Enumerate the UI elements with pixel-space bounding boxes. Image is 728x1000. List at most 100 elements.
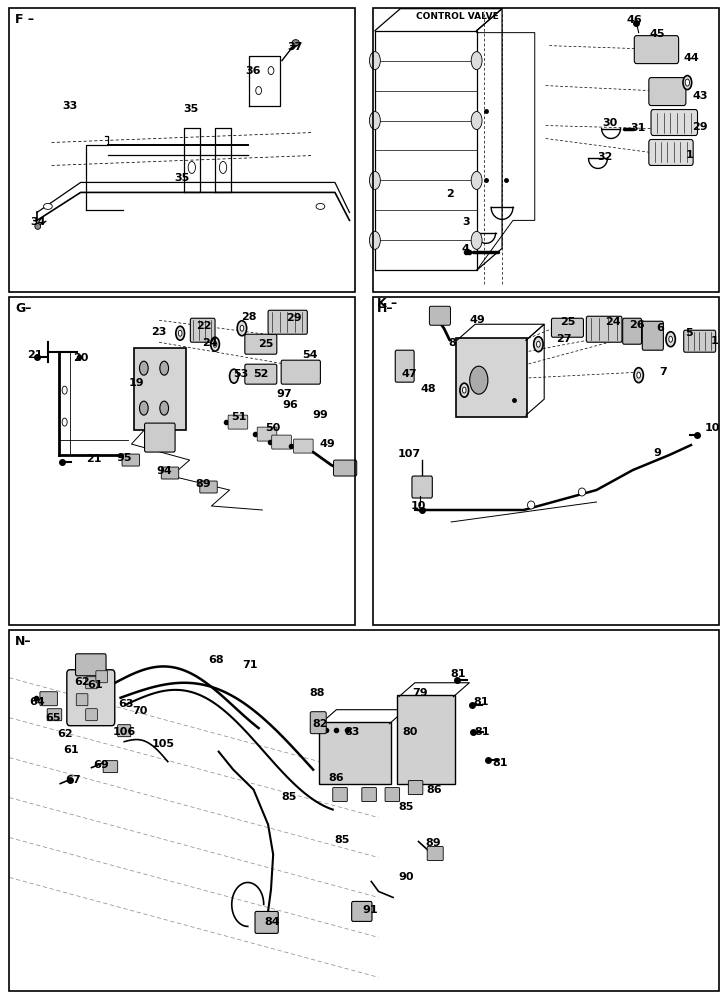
Text: N–: N– [15,635,32,648]
Text: 71: 71 [242,660,258,670]
Ellipse shape [460,383,469,397]
Text: 9: 9 [654,448,662,458]
FancyBboxPatch shape [134,348,186,430]
Text: 61: 61 [87,680,103,690]
Text: 67: 67 [66,775,81,785]
Text: 54: 54 [302,350,318,360]
FancyBboxPatch shape [333,460,357,476]
FancyBboxPatch shape [385,788,400,802]
Text: 83: 83 [344,727,360,737]
Text: 97: 97 [276,389,292,399]
Ellipse shape [471,231,482,249]
Text: 5: 5 [685,328,692,338]
Ellipse shape [268,67,274,75]
Text: 43: 43 [692,91,708,101]
Text: 49: 49 [320,439,336,449]
Text: 22: 22 [196,321,211,331]
Text: 81: 81 [451,669,466,679]
FancyBboxPatch shape [255,911,278,933]
Ellipse shape [369,171,380,189]
FancyBboxPatch shape [642,321,663,350]
Text: 21: 21 [86,454,101,464]
Text: 68: 68 [209,655,224,665]
FancyBboxPatch shape [622,318,641,344]
Ellipse shape [140,361,149,375]
Ellipse shape [471,112,482,130]
Text: 95: 95 [116,453,132,463]
Text: 65: 65 [45,713,60,723]
Text: 28: 28 [241,312,256,322]
Text: 79: 79 [412,688,428,698]
Ellipse shape [369,231,380,249]
Bar [9,630,719,991]
FancyBboxPatch shape [430,306,451,325]
Ellipse shape [229,369,238,383]
Ellipse shape [537,341,540,347]
Ellipse shape [292,40,299,46]
Text: 35: 35 [175,173,190,183]
Text: 69: 69 [93,760,109,770]
FancyBboxPatch shape [456,338,528,417]
Text: 7: 7 [660,367,668,377]
Text: 51: 51 [232,412,247,422]
Text: 4: 4 [462,244,470,254]
Text: 10: 10 [705,423,721,433]
Ellipse shape [160,401,169,415]
Text: K –: K – [377,297,397,310]
FancyBboxPatch shape [199,481,217,493]
Text: 50: 50 [266,423,281,433]
Text: 89: 89 [425,838,441,848]
Ellipse shape [175,326,184,340]
FancyBboxPatch shape [281,360,320,384]
Ellipse shape [140,401,149,415]
Text: 6: 6 [657,323,665,333]
Text: 10: 10 [411,501,426,511]
Text: 35: 35 [183,104,199,114]
Text: 19: 19 [129,378,144,388]
Text: 86: 86 [426,785,442,795]
FancyBboxPatch shape [245,364,277,384]
Text: 80: 80 [402,727,417,737]
Text: 94: 94 [157,466,172,476]
FancyBboxPatch shape [96,671,108,683]
Ellipse shape [634,368,644,383]
Text: 31: 31 [630,123,646,133]
FancyBboxPatch shape [651,110,697,136]
Text: 21: 21 [27,350,43,360]
FancyBboxPatch shape [268,310,307,334]
Text: 24: 24 [605,317,620,327]
FancyBboxPatch shape [649,140,693,165]
FancyBboxPatch shape [684,330,716,352]
FancyBboxPatch shape [362,788,376,802]
Text: F –: F – [15,13,34,26]
Ellipse shape [316,203,325,209]
FancyBboxPatch shape [586,316,622,342]
Text: 82: 82 [312,719,328,729]
Text: 63: 63 [118,699,133,709]
Ellipse shape [188,161,195,173]
Bar [373,297,719,625]
Text: 30: 30 [603,118,618,128]
Text: 70: 70 [132,706,147,716]
Ellipse shape [44,203,52,209]
FancyBboxPatch shape [333,788,347,802]
Text: 64: 64 [29,697,45,707]
Ellipse shape [528,501,535,509]
Text: 20: 20 [73,353,88,363]
Text: 24: 24 [202,338,218,348]
Text: 81: 81 [493,758,508,768]
Bar [9,8,355,292]
FancyBboxPatch shape [408,781,423,795]
FancyBboxPatch shape [122,454,140,466]
Bar [373,8,719,292]
Ellipse shape [240,325,244,331]
Text: 27: 27 [556,334,571,344]
FancyBboxPatch shape [649,78,686,106]
Ellipse shape [471,171,482,189]
Text: 25: 25 [258,339,274,349]
FancyBboxPatch shape [634,36,678,64]
FancyBboxPatch shape [245,334,277,354]
Ellipse shape [219,161,226,173]
Text: 2: 2 [446,189,454,199]
Ellipse shape [62,386,67,394]
